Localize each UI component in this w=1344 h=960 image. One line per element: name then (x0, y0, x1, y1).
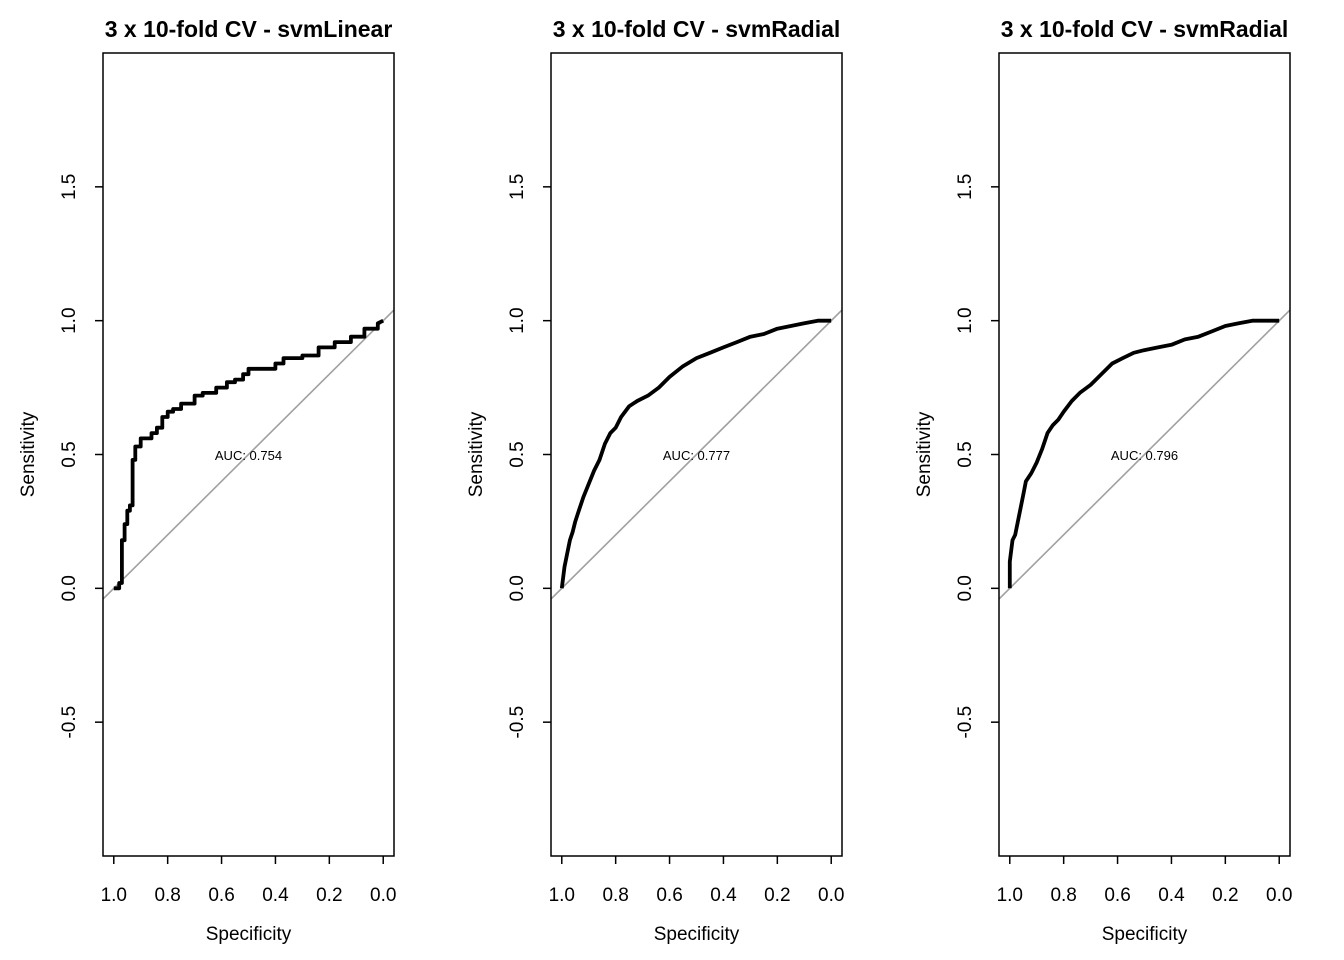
x-tick-label: 0.8 (154, 885, 180, 906)
y-tick-label: 1.5 (507, 174, 528, 200)
y-tick-label: 1.0 (59, 307, 80, 333)
y-axis-label: Sensitivity (466, 411, 487, 497)
y-tick-label: -0.5 (507, 706, 528, 739)
x-tick-label: 0.0 (370, 885, 396, 906)
y-tick-label: 1.0 (507, 307, 528, 333)
x-axis-label: Specificity (654, 924, 740, 945)
x-tick-label: 0.6 (656, 885, 682, 906)
x-tick-label: 0.0 (1266, 885, 1292, 906)
x-tick-label: 1.0 (549, 885, 575, 906)
x-axis-label: Specificity (206, 924, 292, 945)
roc-panel-2: 3 x 10-fold CV - svmRadial AUC: 0.777 1.0 0… (466, 16, 844, 945)
y-axis-label: Sensitivity (914, 411, 935, 497)
y-tick-label: 0.0 (955, 575, 976, 601)
roc-curve (113, 318, 385, 591)
reference-diagonal-line (103, 309, 394, 600)
y-tick-label: 1.5 (955, 174, 976, 200)
y-axis-label: Sensitivity (18, 411, 39, 497)
x-tick-label: 0.2 (764, 885, 790, 906)
x-tick-label: 0.2 (1212, 885, 1238, 906)
y-tick-label: -0.5 (59, 706, 80, 739)
roc-panel-3: 3 x 10-fold CV - svmRadial AUC: 0.796 1.0 0… (914, 16, 1292, 945)
y-tick-label: 0.5 (955, 441, 976, 467)
x-tick-label: 0.4 (1158, 885, 1185, 906)
roc-panel-1: 3 x 10-fold CV - svmLinear AUC: 0.754 1.0 0… (18, 16, 396, 945)
roc-curve (559, 318, 832, 589)
y-tick-label: 0.0 (507, 575, 528, 601)
y-tick-label: 0.5 (59, 441, 80, 467)
auc-label: AUC: 0.777 (663, 448, 730, 463)
x-tick-label: 0.8 (1050, 885, 1076, 906)
x-tick-label: 1.0 (101, 885, 127, 906)
x-tick-label: 0.6 (208, 885, 234, 906)
y-tick-label: 0.5 (507, 441, 528, 467)
y-tick-label: 1.0 (955, 307, 976, 333)
y-tick-label: -0.5 (955, 706, 976, 739)
x-axis-label: Specificity (1102, 924, 1188, 945)
x-tick-label: 0.2 (316, 885, 342, 906)
roc-panels: 3 x 10-fold CV - svmLinear AUC: 0.754 1.0 0… (18, 16, 1292, 945)
x-tick-label: 0.0 (818, 885, 844, 906)
reference-diagonal-line (551, 309, 842, 600)
roc-curve (1007, 318, 1280, 589)
x-tick-label: 0.4 (710, 885, 737, 906)
panel-title: 3 x 10-fold CV - svmLinear (105, 16, 393, 42)
x-tick-label: 1.0 (997, 885, 1023, 906)
panel-title: 3 x 10-fold CV - svmRadial (553, 16, 841, 42)
panel-title: 3 x 10-fold CV - svmRadial (1001, 16, 1289, 42)
x-tick-label: 0.8 (602, 885, 628, 906)
x-tick-label: 0.6 (1104, 885, 1130, 906)
y-tick-label: 1.5 (59, 174, 80, 200)
y-tick-label: 0.0 (59, 575, 80, 601)
auc-label: AUC: 0.796 (1111, 448, 1178, 463)
reference-diagonal-line (999, 309, 1290, 600)
x-tick-label: 0.4 (262, 885, 289, 906)
auc-label: AUC: 0.754 (215, 448, 282, 463)
